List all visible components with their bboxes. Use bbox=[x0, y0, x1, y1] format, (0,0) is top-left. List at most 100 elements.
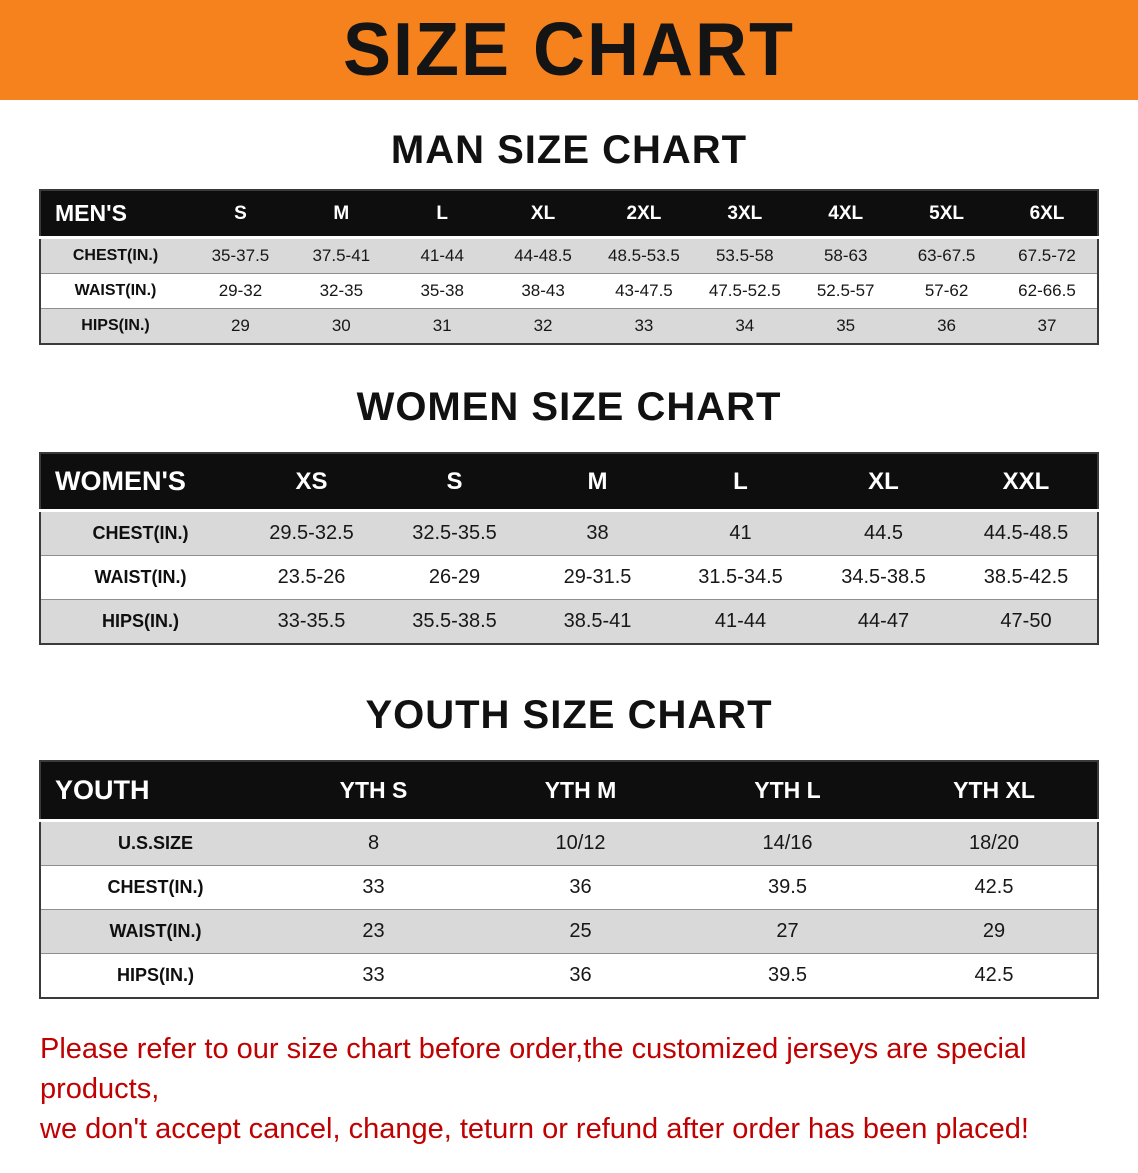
table-corner-label: YOUTH bbox=[40, 761, 270, 822]
table-cell: 32 bbox=[492, 308, 594, 344]
table-row: WAIST(IN.) 23 25 27 29 bbox=[40, 909, 1098, 954]
table-corner-label: MEN'S bbox=[40, 190, 190, 239]
row-label: HIPS(IN.) bbox=[40, 599, 240, 644]
table-cell: 26-29 bbox=[383, 555, 526, 600]
table-cell: 18/20 bbox=[891, 820, 1098, 866]
youth-size-chart-heading: YOUTH SIZE CHART bbox=[365, 693, 773, 737]
table-cell: 44.5 bbox=[812, 510, 955, 556]
row-label: HIPS(IN.) bbox=[40, 953, 270, 998]
column-header: 6XL bbox=[997, 190, 1098, 239]
row-label: WAIST(IN.) bbox=[40, 909, 270, 954]
column-header: XL bbox=[492, 190, 594, 239]
table-cell: 38.5-41 bbox=[526, 599, 669, 644]
table-cell: 41-44 bbox=[669, 599, 812, 644]
table-cell: 33 bbox=[270, 865, 477, 910]
table-cell: 29.5-32.5 bbox=[240, 510, 383, 556]
column-header: M bbox=[526, 453, 669, 512]
table-cell: 36 bbox=[477, 865, 684, 910]
table-cell: 38-43 bbox=[492, 273, 594, 309]
table-header-row: YOUTH YTH S YTH M YTH L YTH XL bbox=[40, 761, 1098, 822]
column-header: YTH M bbox=[477, 761, 684, 822]
table-cell: 29-31.5 bbox=[526, 555, 669, 600]
row-label: WAIST(IN.) bbox=[40, 273, 190, 309]
table-cell: 34 bbox=[694, 308, 796, 344]
table-cell: 39.5 bbox=[684, 953, 891, 998]
footer-notice: Please refer to our size chart before or… bbox=[40, 1029, 1100, 1149]
table-row: CHEST(IN.) 29.5-32.5 32.5-35.5 38 41 44.5 44.5… bbox=[40, 510, 1098, 556]
women-size-chart-heading: WOMEN SIZE CHART bbox=[356, 385, 782, 429]
mens-size-table: MEN'S S M L XL 2XL 3XL 4XL 5XL 6XL CHEST(IN.) 35-37… bbox=[39, 189, 1099, 345]
table-cell: 35-38 bbox=[391, 273, 493, 309]
table-cell: 31.5-34.5 bbox=[669, 555, 812, 600]
table-corner-label: WOMEN'S bbox=[40, 453, 240, 512]
table-cell: 48.5-53.5 bbox=[593, 237, 695, 274]
table-cell: 44.5-48.5 bbox=[955, 510, 1098, 556]
table-cell: 38.5-42.5 bbox=[955, 555, 1098, 600]
man-size-chart-heading: MAN SIZE CHART bbox=[390, 128, 748, 172]
column-header: YTH L bbox=[684, 761, 891, 822]
table-cell: 37.5-41 bbox=[290, 237, 392, 274]
table-cell: 23 bbox=[270, 909, 477, 954]
column-header: YTH S bbox=[270, 761, 477, 822]
column-header: XXL bbox=[955, 453, 1098, 512]
column-header: XL bbox=[812, 453, 955, 512]
table-cell: 35-37.5 bbox=[190, 237, 291, 274]
table-row: WAIST(IN.) 29-32 32-35 35-38 38-43 43-47.5 47.… bbox=[40, 273, 1098, 309]
column-header: 5XL bbox=[896, 190, 997, 239]
column-header: 4XL bbox=[795, 190, 897, 239]
table-cell: 44-48.5 bbox=[492, 237, 594, 274]
table-cell: 52.5-57 bbox=[795, 273, 897, 309]
size-chart-banner: SIZE CHART bbox=[0, 0, 1138, 100]
table-cell: 33-35.5 bbox=[240, 599, 383, 644]
row-label: CHEST(IN.) bbox=[40, 865, 270, 910]
table-cell: 41-44 bbox=[391, 237, 493, 274]
table-cell: 27 bbox=[684, 909, 891, 954]
table-row: HIPS(IN.) 33-35.5 35.5-38.5 38.5-41 41-44 44-… bbox=[40, 599, 1098, 644]
footer-notice-line-2: we don't accept cancel, change, teturn o… bbox=[40, 1113, 1029, 1146]
table-cell: 42.5 bbox=[891, 953, 1098, 998]
table-cell: 32-35 bbox=[290, 273, 392, 309]
table-cell: 35.5-38.5 bbox=[383, 599, 526, 644]
table-row: CHEST(IN.) 33 36 39.5 42.5 bbox=[40, 865, 1098, 910]
table-cell: 41 bbox=[669, 510, 812, 556]
table-cell: 36 bbox=[896, 308, 997, 344]
table-header-row: MEN'S S M L XL 2XL 3XL 4XL 5XL 6XL bbox=[40, 190, 1098, 239]
table-cell: 44-47 bbox=[812, 599, 955, 644]
table-row: CHEST(IN.) 35-37.5 37.5-41 41-44 44-48.5 48.5… bbox=[40, 237, 1098, 274]
table-row: HIPS(IN.) 29 30 31 32 33 34 35 36 37 bbox=[40, 308, 1098, 344]
row-label: CHEST(IN.) bbox=[40, 237, 190, 274]
table-cell: 42.5 bbox=[891, 865, 1098, 910]
womens-size-table: WOMEN'S XS S M L XL XXL CHEST(IN.) 29.5-32.5 32.5… bbox=[39, 452, 1099, 645]
column-header: L bbox=[669, 453, 812, 512]
footer-notice-line-1: Please refer to our size chart before or… bbox=[40, 1033, 1027, 1106]
table-cell: 47.5-52.5 bbox=[694, 273, 796, 309]
table-cell: 35 bbox=[795, 308, 897, 344]
table-cell: 8 bbox=[270, 820, 477, 866]
table-cell: 25 bbox=[477, 909, 684, 954]
column-header: L bbox=[391, 190, 493, 239]
table-cell: 47-50 bbox=[955, 599, 1098, 644]
table-row: U.S.SIZE 8 10/12 14/16 18/20 bbox=[40, 820, 1098, 866]
table-header-row: WOMEN'S XS S M L XL XXL bbox=[40, 453, 1098, 512]
column-header: S bbox=[383, 453, 526, 512]
row-label: U.S.SIZE bbox=[40, 820, 270, 866]
column-header: YTH XL bbox=[891, 761, 1098, 822]
row-label: HIPS(IN.) bbox=[40, 308, 190, 344]
table-cell: 67.5-72 bbox=[997, 237, 1098, 274]
table-cell: 29-32 bbox=[190, 273, 291, 309]
youth-size-table: YOUTH YTH S YTH M YTH L YTH XL U.S.SIZE 8 10/12… bbox=[39, 760, 1099, 999]
table-cell: 37 bbox=[997, 308, 1098, 344]
table-cell: 29 bbox=[891, 909, 1098, 954]
column-header: 3XL bbox=[694, 190, 796, 239]
table-cell: 33 bbox=[270, 953, 477, 998]
column-header: XS bbox=[240, 453, 383, 512]
table-cell: 29 bbox=[190, 308, 291, 344]
table-cell: 38 bbox=[526, 510, 669, 556]
column-header: 2XL bbox=[593, 190, 695, 239]
table-row: HIPS(IN.) 33 36 39.5 42.5 bbox=[40, 953, 1098, 998]
row-label: CHEST(IN.) bbox=[40, 510, 240, 556]
table-cell: 30 bbox=[290, 308, 392, 344]
column-header: S bbox=[190, 190, 291, 239]
table-cell: 34.5-38.5 bbox=[812, 555, 955, 600]
table-cell: 63-67.5 bbox=[896, 237, 997, 274]
